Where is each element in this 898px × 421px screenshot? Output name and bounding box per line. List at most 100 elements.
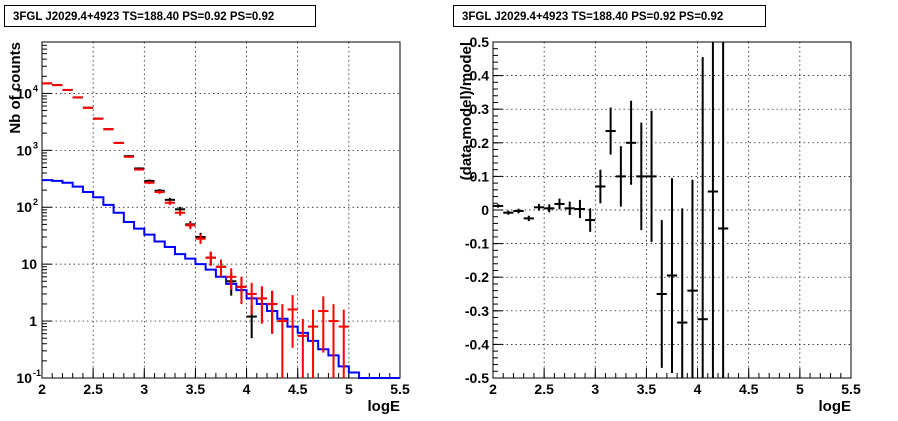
residual-point [605, 107, 616, 155]
model-point [256, 286, 268, 324]
counts-y-tick-exponent: 2 [33, 197, 38, 207]
residual-point [646, 110, 657, 242]
residual-x-tick-label: 2 [489, 381, 497, 397]
residual-y-tick-label: 0 [481, 202, 489, 218]
residual-point [595, 169, 606, 204]
model-point [297, 318, 308, 378]
residual-x-tick-label: 3 [591, 381, 599, 397]
residual-point [533, 203, 545, 211]
residual-x-axis-label: logE [819, 398, 852, 415]
residual-point [687, 179, 698, 378]
residual-x-tick-label: 3.5 [637, 381, 657, 397]
residual-x-tick-label: 4 [694, 381, 702, 397]
residual-point [697, 57, 708, 378]
residual-plot-title: 3FGL J2029.4+4923 TS=188.40 PS=0.92 PS=0… [453, 5, 766, 27]
residual-point [718, 42, 729, 378]
counts-x-tick-label: 4.5 [288, 381, 308, 397]
model-point [246, 282, 257, 315]
model-point [195, 234, 206, 244]
residual-x-tick-label: 4.5 [739, 381, 759, 397]
model-point [236, 276, 247, 304]
residual-point [503, 210, 514, 215]
counts-y-tick-exponent: 4 [33, 83, 38, 93]
residual-y-tick-label: 0.1 [470, 168, 490, 184]
counts-y-tick-label: 10 [16, 142, 32, 158]
counts-marks [42, 82, 400, 379]
counts-x-axis-label: logE [368, 398, 401, 415]
model-point [277, 304, 288, 378]
model-point [134, 168, 145, 171]
residual-y-tick-label: 0.5 [470, 34, 490, 50]
counts-grid [42, 42, 400, 378]
residual-y-tick-label: 0.3 [470, 101, 490, 117]
model-point [144, 181, 155, 185]
residual-point [574, 199, 586, 219]
counts-x-tick-label: 5 [345, 381, 353, 397]
residual-grid [493, 42, 851, 378]
residual-point [493, 204, 504, 208]
residual-point [677, 208, 688, 378]
residual-y-axis-label: (data-model)/model [458, 42, 475, 180]
counts-y-tick-label: 10 [16, 370, 32, 386]
model-point [287, 295, 298, 348]
counts-plot-title: 3FGL J2029.4+4923 TS=188.40 PS=0.92 PS=0… [4, 5, 316, 27]
model-step-line [42, 179, 400, 379]
model-point [93, 117, 104, 120]
counts-y-tick-exponent: 3 [33, 140, 38, 150]
model-point [215, 259, 227, 277]
counts-x-tick-label: 2 [38, 381, 46, 397]
model-point [154, 190, 165, 194]
counts-y-tick-label: 10 [21, 256, 37, 272]
counts-y-tick-exponent: -1 [33, 368, 41, 378]
residual-plot: 2 2.5 3 3.5 4 4.5 5 5.5 -0.5 -0.4 -0.3 -0.2 -0.1 0 0.1… [458, 34, 861, 415]
model-point [164, 200, 175, 206]
counts-y-axis-label: Nb of counts [7, 42, 24, 134]
model-point [267, 290, 278, 334]
counts-x-tick-label: 5.5 [390, 381, 410, 397]
model-point [72, 96, 83, 99]
residual-point [523, 215, 534, 222]
counts-y-tick-label: 10 [16, 85, 32, 101]
counts-plot-frame [41, 41, 401, 379]
model-point [318, 296, 329, 353]
counts-x-tick-label: 2.5 [83, 381, 103, 397]
model-point [123, 155, 135, 158]
counts-x-tick-label: 3.5 [186, 381, 206, 397]
model-point [174, 210, 186, 216]
residual-x-tick-label: 5 [796, 381, 804, 397]
residual-y-tick-label: 0.2 [470, 135, 490, 151]
residual-point [636, 122, 647, 231]
model-point [226, 268, 237, 290]
residual-point [585, 208, 596, 232]
counts-y-tick-label: 1 [29, 313, 37, 329]
counts-x-tick-label: 3 [140, 381, 148, 397]
model-point [82, 106, 94, 109]
residual-marks [493, 42, 729, 378]
model-point [338, 309, 349, 378]
residual-axis-ticks: 2 2.5 3 3.5 4 4.5 5 5.5 -0.5 -0.4 -0.3 -0.2 -0.1 0 0.1… [465, 34, 861, 397]
model-point [103, 128, 114, 131]
residual-point [666, 178, 678, 373]
residual-x-tick-label: 2.5 [534, 381, 554, 397]
residual-point [707, 42, 719, 378]
residual-y-tick-label: 0.4 [470, 68, 490, 84]
residual-x-tick-label: 5.5 [841, 381, 861, 397]
model-point [113, 141, 124, 144]
residual-point [625, 100, 637, 185]
counts-x-tick-label: 4 [243, 381, 251, 397]
model-point [205, 251, 216, 266]
residual-point [544, 204, 555, 213]
model-point [185, 222, 196, 230]
residual-y-tick-label: -0.1 [465, 236, 489, 252]
residual-y-tick-label: -0.5 [465, 370, 489, 386]
residual-point [615, 146, 626, 207]
residual-y-tick-label: -0.2 [465, 269, 489, 285]
model-point [307, 309, 319, 378]
residual-point [656, 220, 667, 368]
residual-point [564, 201, 575, 216]
counts-y-tick-label: 10 [16, 199, 32, 215]
residual-point [554, 198, 565, 210]
